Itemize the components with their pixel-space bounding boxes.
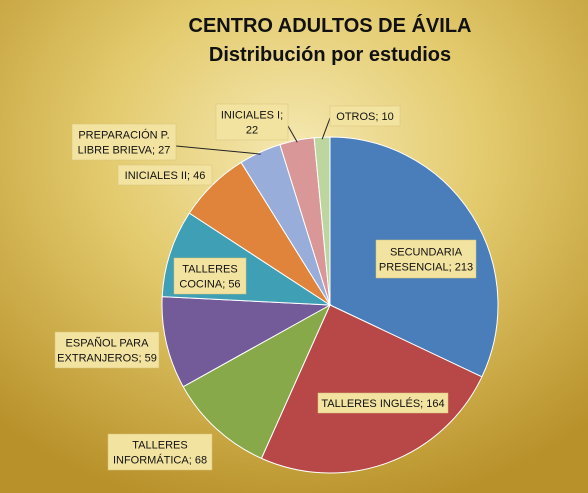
data-label-text: INFORMÁTICA; 68	[113, 454, 207, 467]
data-label-text: TALLERES INGLÉS; 164	[321, 397, 444, 410]
data-label-text: LIBRE BRIEVA; 27	[78, 145, 171, 157]
data-label-text: PREPARACIÓN P.	[78, 129, 169, 142]
data-label-text: INICIALES II; 46	[125, 170, 206, 182]
data-label-iniciales-i: INICIALES I; 22	[215, 103, 289, 141]
data-label-secundaria-presencial: SECUNDARIA PRESENCIAL; 213	[375, 239, 477, 279]
chart-title: CENTRO ADULTOS DE ÁVILA	[189, 14, 472, 37]
data-label-box	[173, 257, 247, 295]
slices-layer	[161, 136, 499, 474]
pie-slice-espanol-para-extranjeros	[161, 296, 332, 388]
data-label-box	[317, 392, 449, 414]
data-label-text: SECUNDARIA	[390, 247, 463, 259]
data-label-text: COCINA; 56	[179, 279, 240, 291]
data-label-box	[107, 433, 213, 471]
leader-line-otros	[321, 117, 331, 140]
pie-slice-talleres-informatica	[182, 303, 332, 460]
data-label-text: OTROS; 10	[336, 111, 393, 123]
data-label-talleres-informatica: TALLERES INFORMÁTICA; 68	[107, 433, 213, 471]
data-label-text: TALLERES	[182, 264, 237, 276]
data-label-box	[54, 331, 160, 369]
data-label-text: ESPAÑOL PARA	[66, 337, 150, 350]
data-label-box	[329, 105, 401, 127]
pie-slice-talleres-ingles	[260, 304, 483, 474]
data-label-box	[215, 103, 289, 141]
data-label-talleres-ingles: TALLERES INGLÉS; 164	[317, 392, 449, 414]
data-label-espanol-para-extranjeros: ESPAÑOL PARA EXTRANJEROS; 59	[54, 331, 160, 369]
data-label-box	[375, 239, 477, 279]
data-label-preparacion-p-libre-brieva: PREPARACIÓN P. LIBRE BRIEVA; 27	[71, 123, 177, 161]
data-label-box	[71, 123, 177, 161]
data-label-text: EXTRANJEROS; 59	[57, 353, 157, 365]
data-label-text: 22	[246, 125, 258, 137]
data-label-text: INICIALES I;	[221, 110, 283, 122]
data-label-box	[117, 164, 213, 186]
data-label-otros: OTROS; 10	[329, 105, 401, 127]
leader-line-preparacion-p-libre-brieva	[175, 145, 261, 155]
data-label-text: PRESENCIAL; 213	[379, 262, 473, 274]
pie-slice-otros	[313, 136, 331, 306]
data-label-talleres-cocina: TALLERES COCINA; 56	[173, 257, 247, 295]
data-labels-layer: SECUNDARIA PRESENCIAL; 213 TALLERES INGLÉS…	[54, 103, 477, 471]
data-label-text: TALLERES	[132, 440, 187, 452]
leader-line-iniciales-i	[287, 125, 298, 143]
chart-subtitle: Distribución por estudios	[209, 44, 451, 66]
leader-lines-layer	[175, 117, 331, 155]
data-label-iniciales-ii: INICIALES II; 46	[117, 164, 213, 186]
